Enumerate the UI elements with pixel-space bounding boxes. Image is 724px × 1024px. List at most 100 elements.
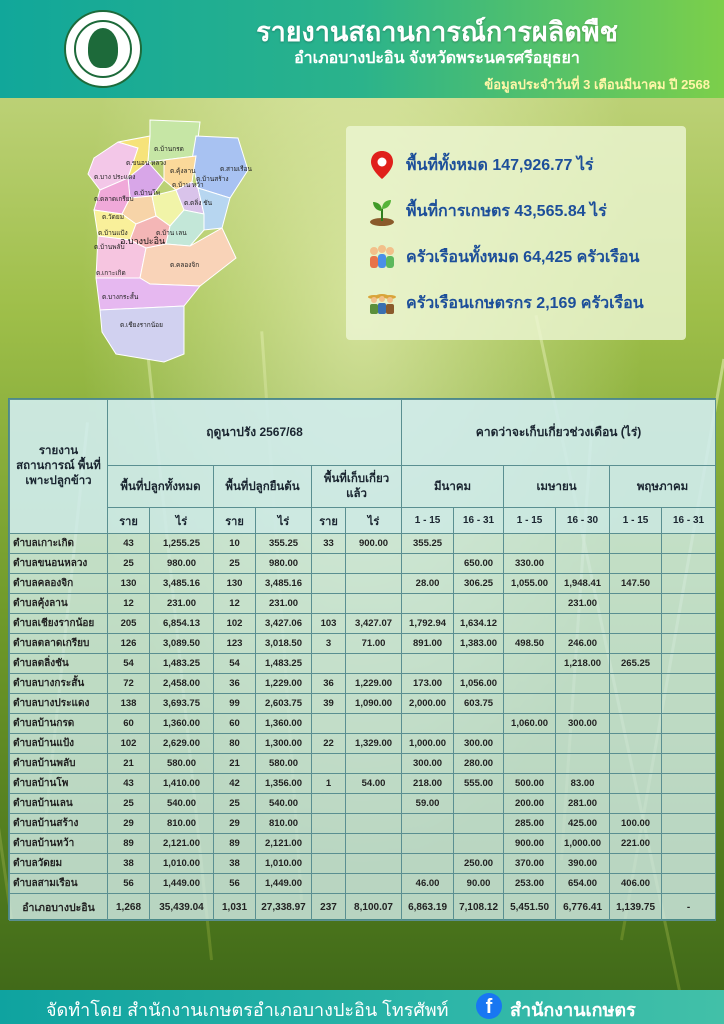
value-cell: 231.00 <box>149 593 214 614</box>
value-cell: 1,000.00 <box>555 833 611 854</box>
month-april-header: เมษายน <box>503 465 611 508</box>
table-row: ตำบลบ้านพลับ 21 580.00 21 580.00 300.00 280.00 <box>9 753 717 774</box>
period-header: 16 - 31 <box>453 507 505 534</box>
value-cell <box>609 773 663 794</box>
value-cell: 60 <box>107 713 150 734</box>
table-row: ตำบลบางกระสั้น 72 2,458.00 36 1,229.00 36 1,22… <box>9 673 717 694</box>
value-cell: 250.00 <box>453 853 505 874</box>
rice-planting-table: รายงาน สถานการณ์ พื้นที่ เพาะปลูกข้าว ฤด… <box>8 398 717 921</box>
value-cell: 12 <box>213 593 256 614</box>
table-row: ตำบลตลาดเกรียบ 126 3,089.50 123 3,018.50 3 71.… <box>9 633 717 654</box>
value-cell <box>401 833 455 854</box>
value-cell <box>401 813 455 834</box>
value-cell: 306.25 <box>453 573 505 594</box>
value-cell: 1,948.41 <box>555 573 611 594</box>
value-cell <box>661 653 717 674</box>
value-cell <box>311 793 346 814</box>
value-cell <box>503 653 557 674</box>
subdistrict-name-cell: ตำบลบ้านหว้า <box>9 833 108 854</box>
value-cell <box>661 553 717 574</box>
map-label: ต.บ้าน หว้า <box>172 182 204 189</box>
map-label: ต.วัดยม <box>102 214 124 221</box>
value-cell <box>401 853 455 874</box>
facebook-page-name[interactable]: สำนักงานเกษตร <box>510 1000 636 1020</box>
unit-header: ราย <box>311 507 346 534</box>
value-cell <box>453 793 505 814</box>
value-cell: 3,427.07 <box>344 613 403 634</box>
value-cell: 355.25 <box>255 533 312 554</box>
value-cell: 253.00 <box>503 873 557 894</box>
value-cell <box>401 593 455 614</box>
value-cell <box>661 613 717 634</box>
value-cell <box>344 853 403 874</box>
value-cell: 900.00 <box>344 533 403 554</box>
value-cell <box>401 653 455 674</box>
value-cell: 3,018.50 <box>255 633 312 654</box>
value-cell <box>661 833 717 854</box>
map-label: ต.บ้าน เลน <box>156 230 187 237</box>
value-cell: 7,108.12 <box>453 893 505 921</box>
value-cell <box>661 593 717 614</box>
district-map: ต.บ้านกรด ต.ขนอน หลวง ต.บาง ประแดง ต.สาม… <box>80 118 280 380</box>
value-cell <box>503 613 557 634</box>
report-title: รายงานสถานการณ์การผลิตพืช <box>256 17 618 47</box>
value-cell <box>661 793 717 814</box>
corner-header: รายงาน สถานการณ์ พื้นที่ เพาะปลูกข้าว <box>9 399 108 534</box>
value-cell: 56 <box>107 873 150 894</box>
summary-agri-area: พื้นที่การเกษตร 43,565.84 ไร่ <box>366 194 607 228</box>
value-cell: 25 <box>213 553 256 574</box>
value-cell: 36 <box>311 673 346 694</box>
value-cell: 102 <box>213 613 256 634</box>
table-row: ตำบลบ้านกรด 60 1,360.00 60 1,360.00 1,060.00 3… <box>9 713 717 734</box>
value-cell: 810.00 <box>149 813 214 834</box>
value-cell: 1,483.25 <box>255 653 312 674</box>
unit-header: ราย <box>107 507 150 534</box>
value-cell <box>401 553 455 574</box>
summary-panel: พื้นที่ทั้งหมด 147,926.77 ไร่ พื้นที่การ… <box>346 126 686 340</box>
subdistrict-name-cell: ตำบลบางประแดง <box>9 693 108 714</box>
value-cell: 99 <box>213 693 256 714</box>
summary-farm-households: ครัวเรือนเกษตรกร 2,169 ครัวเรือน <box>366 286 644 320</box>
facebook-icon[interactable]: f <box>476 993 502 1019</box>
month-march-header: มีนาคม <box>401 465 505 508</box>
subdistrict-name-cell: ตำบลคลองจิก <box>9 573 108 594</box>
unit-header: ไร่ <box>149 507 214 534</box>
value-cell <box>311 853 346 874</box>
map-label: ต.สามเรือน <box>220 166 252 173</box>
map-label: ต.คลองจิก <box>170 262 200 269</box>
value-cell: 1,218.00 <box>555 653 611 674</box>
value-cell: 1,360.00 <box>255 713 312 734</box>
value-cell <box>311 653 346 674</box>
value-cell: 3,427.06 <box>255 613 312 634</box>
value-cell <box>344 833 403 854</box>
value-cell: - <box>661 893 717 921</box>
value-cell: 2,121.00 <box>149 833 214 854</box>
value-cell <box>661 533 717 554</box>
value-cell: 130 <box>107 573 150 594</box>
value-cell: 54 <box>107 653 150 674</box>
value-cell <box>609 713 663 734</box>
value-cell: 3,485.16 <box>255 573 312 594</box>
value-cell: 46.00 <box>401 873 455 894</box>
value-cell: 1 <box>311 773 346 794</box>
value-cell: 580.00 <box>255 753 312 774</box>
subdistrict-name-cell: ตำบลบ้านเลน <box>9 793 108 814</box>
value-cell: 130 <box>213 573 256 594</box>
value-cell: 205 <box>107 613 150 634</box>
value-cell: 38 <box>213 853 256 874</box>
period-header: 1 - 15 <box>401 507 455 534</box>
value-cell: 33 <box>311 533 346 554</box>
value-cell: 21 <box>213 753 256 774</box>
value-cell: 10 <box>213 533 256 554</box>
value-cell: 3,485.16 <box>149 573 214 594</box>
value-cell: 1,634.12 <box>453 613 505 634</box>
value-cell <box>503 753 557 774</box>
value-cell: 555.00 <box>453 773 505 794</box>
value-cell: 28.00 <box>401 573 455 594</box>
value-cell <box>661 733 717 754</box>
value-cell <box>661 633 717 654</box>
value-cell: 355.25 <box>401 533 455 554</box>
map-district-center: อ.บางปะอิน <box>120 236 166 246</box>
value-cell: 138 <box>107 693 150 714</box>
map-label: ต.บ้านกรด <box>154 146 184 153</box>
